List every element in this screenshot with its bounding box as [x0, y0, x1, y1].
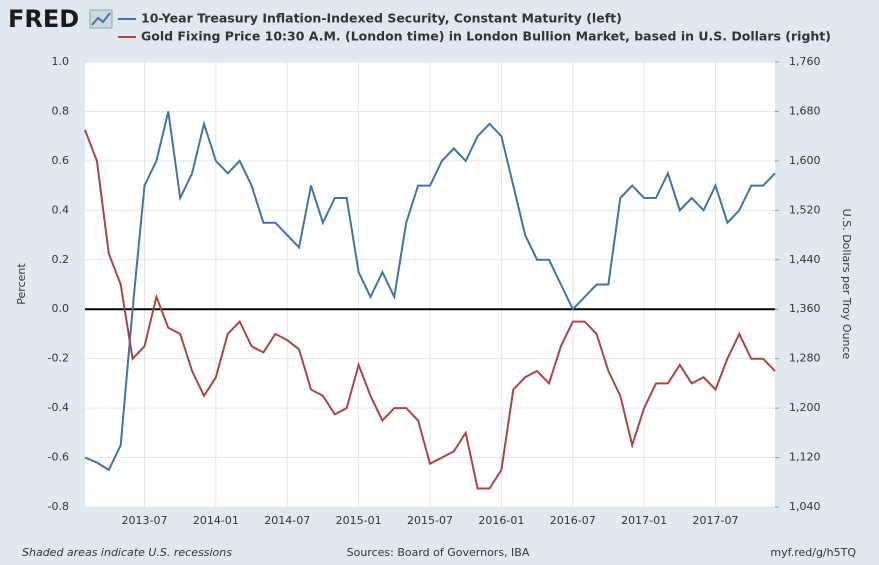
- y2-tick-label: 1,600: [789, 154, 821, 167]
- legend-entry: Gold Fixing Price 10:30 A.M. (London tim…: [141, 29, 831, 44]
- y2-tick-label: 1,760: [789, 55, 821, 68]
- y-tick-label: 1.0: [52, 55, 70, 68]
- y-axis-label: Percent: [15, 263, 28, 305]
- footer-note: Shaded areas indicate U.S. recessions: [22, 546, 232, 559]
- x-tick-label: 2015-01: [336, 514, 382, 527]
- y2-tick-label: 1,520: [789, 203, 821, 216]
- y-tick-label: 0.4: [52, 203, 70, 216]
- x-tick-label: 2017-07: [693, 514, 739, 527]
- y2-tick-label: 1,680: [789, 104, 821, 117]
- y-tick-label: -0.2: [48, 352, 69, 365]
- y2-tick-label: 1,440: [789, 253, 821, 266]
- footer-source: Sources: Board of Governors, IBA: [347, 546, 530, 559]
- x-tick-label: 2017-01: [621, 514, 667, 527]
- y2-tick-label: 1,120: [789, 451, 821, 464]
- series-line: [84, 129, 776, 490]
- x-tick-label: 2015-07: [407, 514, 453, 527]
- y-tick-label: -0.8: [48, 500, 69, 513]
- y2-axis-label: U.S. Dollars per Troy Ounce: [840, 209, 853, 360]
- x-tick-label: 2016-07: [550, 514, 596, 527]
- y2-tick-label: 1,040: [789, 500, 821, 513]
- y-tick-label: -0.6: [48, 451, 69, 464]
- y-tick-label: 0.6: [52, 154, 70, 167]
- x-tick-label: 2016-01: [478, 514, 524, 527]
- legend-entry: 10-Year Treasury Inflation-Indexed Secur…: [141, 11, 622, 26]
- y2-tick-label: 1,200: [789, 401, 821, 414]
- y2-tick-label: 1,280: [789, 352, 821, 365]
- y-tick-label: 0.0: [52, 302, 70, 315]
- logo: FRED: [8, 5, 79, 33]
- legend: 10-Year Treasury Inflation-Indexed Secur…: [118, 11, 831, 44]
- x-tick-label: 2014-01: [193, 514, 239, 527]
- logo-icon: [89, 9, 113, 29]
- y-tick-label: 0.2: [52, 253, 70, 266]
- y-tick-label: 0.8: [52, 104, 70, 117]
- y-tick-label: -0.4: [48, 401, 69, 414]
- x-tick-label: 2014-07: [264, 514, 310, 527]
- x-tick-label: 2013-07: [121, 514, 167, 527]
- y2-tick-label: 1,360: [789, 302, 821, 315]
- footer-link[interactable]: myf.red/g/h5TQ: [770, 546, 856, 559]
- series-line: [84, 111, 776, 472]
